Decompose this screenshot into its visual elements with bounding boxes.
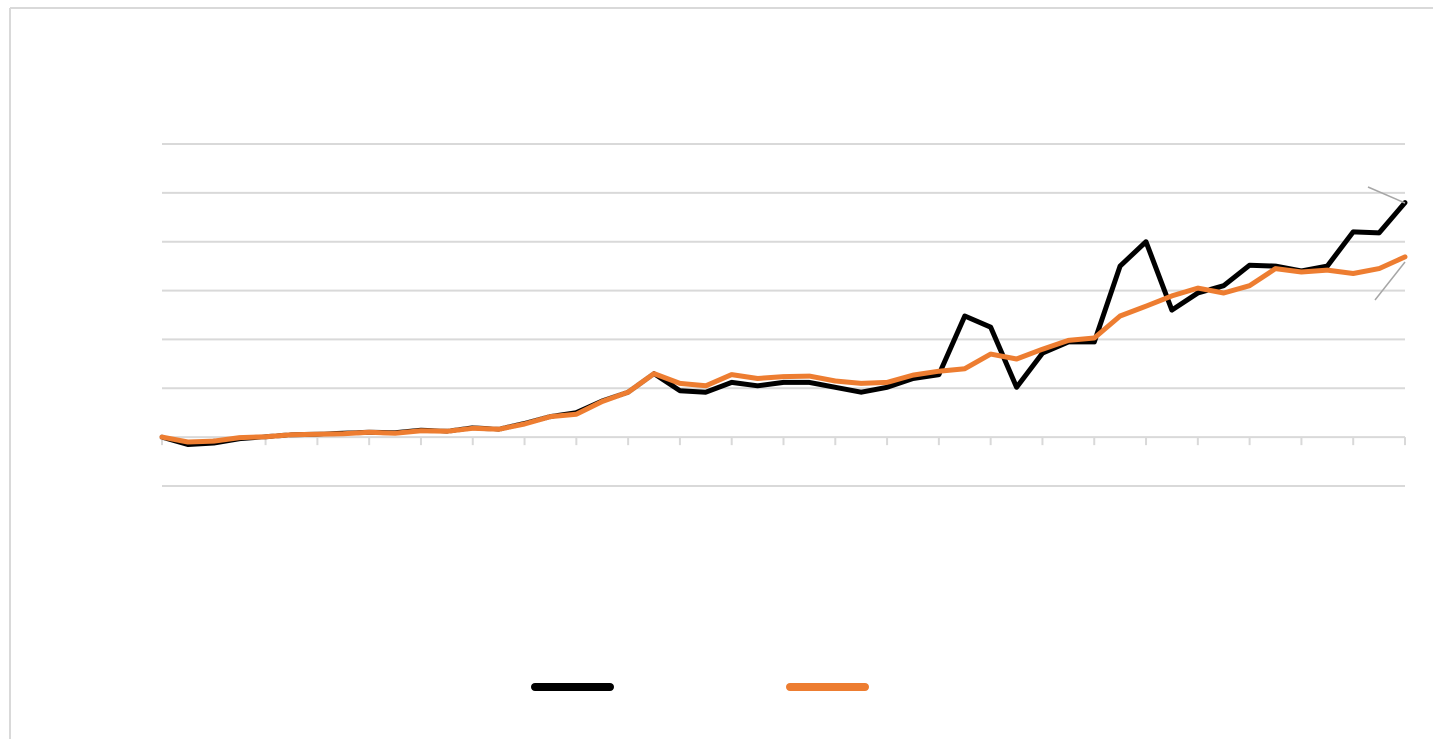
series-line [159, 200, 1408, 447]
plot [159, 200, 1408, 447]
annotation-line [1374, 261, 1406, 301]
annotation-line [1367, 186, 1406, 204]
x-axis [161, 437, 1406, 446]
series-line [159, 254, 1408, 445]
